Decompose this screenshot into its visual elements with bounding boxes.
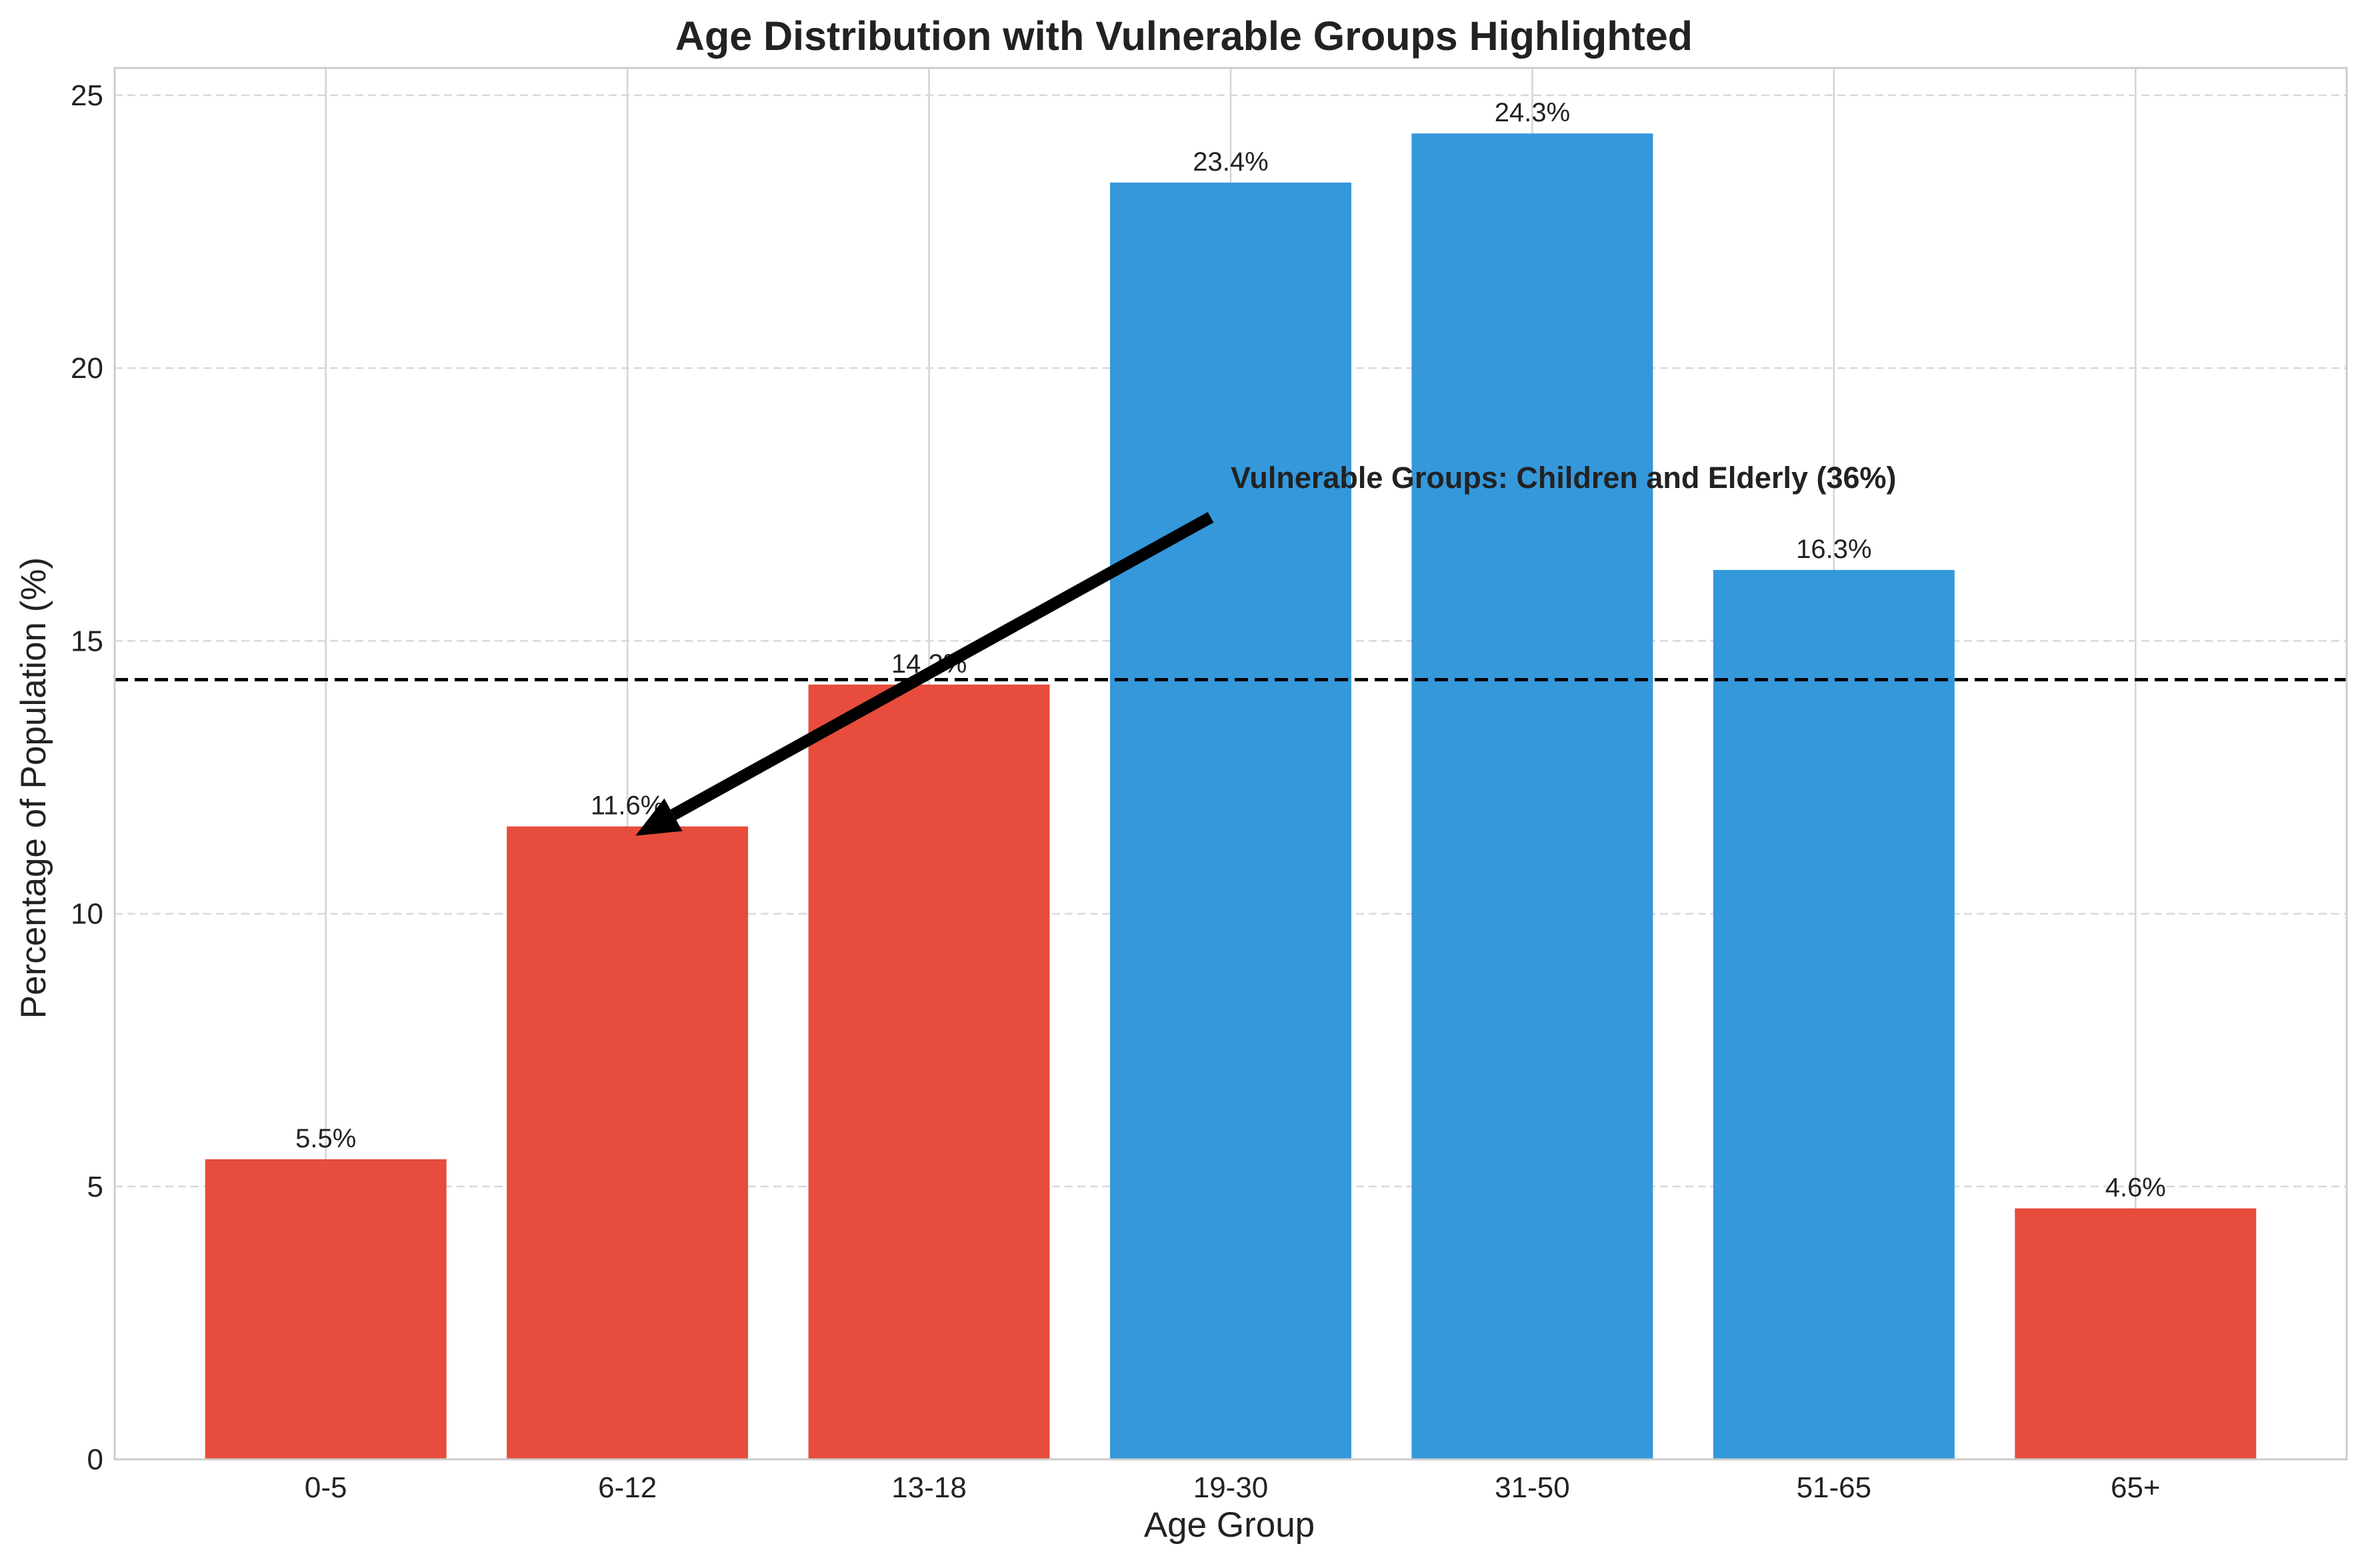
bar-51-65: [1713, 569, 1955, 1460]
y-axis-label: Percentage of Population (%): [14, 557, 53, 1019]
y-tick-label: 25: [71, 79, 103, 112]
x-axis-label: Age Group: [1144, 1505, 1315, 1545]
x-tick-labels: 0-5 6-12 13-18 19-30 31-50 51-65 65+: [305, 1471, 2161, 1504]
bar-6-12: [507, 826, 749, 1459]
x-tick-label: 51-65: [1797, 1471, 1872, 1504]
x-tick-label: 0-5: [305, 1471, 347, 1504]
y-tick-labels: 0 5 10 15 20 25: [71, 79, 103, 1476]
data-label-0-5: 5.5%: [295, 1124, 356, 1153]
plot-frame: [113, 67, 2348, 1461]
annotation-text: Vulnerable Groups: Children and Elderly …: [1231, 461, 1897, 495]
y-tick-label: 10: [71, 898, 103, 931]
x-tick-label: 6-12: [598, 1471, 657, 1504]
x-tick-label: 19-30: [1193, 1471, 1269, 1504]
chart-title: Age Distribution with Vulnerable Groups …: [675, 13, 1693, 59]
annotation-arrow-head: [635, 798, 683, 836]
x-tick-label: 13-18: [891, 1471, 967, 1504]
bars: [205, 133, 2257, 1460]
y-tick-label: 0: [87, 1443, 103, 1476]
bar-13-18: [808, 684, 1050, 1459]
x-tick-label: 65+: [2111, 1471, 2161, 1504]
data-label-65+: 4.6%: [2105, 1173, 2166, 1203]
bar-19-30: [1110, 182, 1351, 1459]
y-tick-label: 15: [71, 625, 103, 657]
bar-31-50: [1411, 133, 1653, 1459]
data-label-19-30: 23.4%: [1193, 147, 1268, 177]
annotation-arrow-shaft: [670, 511, 1214, 821]
y-tick-label: 20: [71, 352, 103, 385]
bar-65+: [2015, 1208, 2257, 1459]
data-label-51-65: 16.3%: [1796, 535, 1871, 564]
bar-0-5: [205, 1159, 447, 1459]
y-tick-label: 5: [87, 1171, 103, 1203]
data-label-31-50: 24.3%: [1495, 98, 1570, 127]
x-tick-label: 31-50: [1495, 1471, 1570, 1504]
annotation-layer: Vulnerable Groups: Children and Elderly …: [635, 461, 1897, 836]
